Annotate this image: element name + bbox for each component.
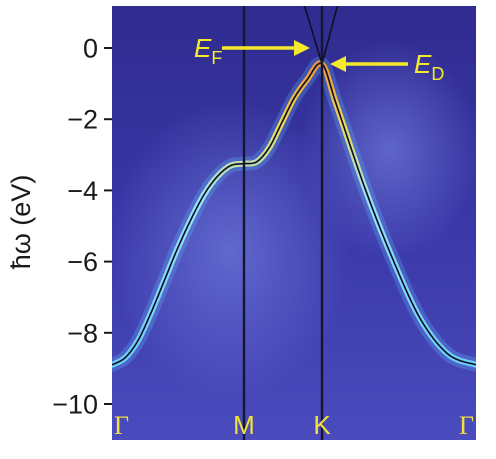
k-point-label-0: Γ [114, 411, 129, 440]
plot-haze [112, 40, 476, 400]
k-point-lines [242, 6, 324, 440]
y-tick-label-2: −4 [67, 176, 98, 206]
annotation-subscript: D [431, 64, 444, 84]
annotation-subscript: F [211, 48, 222, 68]
k-point-label-1: M [233, 410, 255, 440]
annotation-arrow-head [294, 40, 310, 56]
k-point-label-3: Γ [459, 411, 474, 440]
y-tick-label-5: −10 [52, 390, 98, 420]
y-tick-label-4: −8 [67, 318, 98, 348]
y-tick-label-0: 0 [83, 34, 98, 64]
y-tick-label-1: −2 [67, 105, 98, 135]
y-tick-label-3: −6 [67, 247, 98, 277]
y-axis-ticks: 0 −2 −4 −6 −8 −10 [52, 34, 112, 420]
y-axis-label: ħω (eV) [6, 175, 36, 270]
band-line-0 [112, 62, 476, 366]
annotation-arrow-head [330, 56, 346, 73]
k-point-label-2: K [313, 410, 331, 440]
